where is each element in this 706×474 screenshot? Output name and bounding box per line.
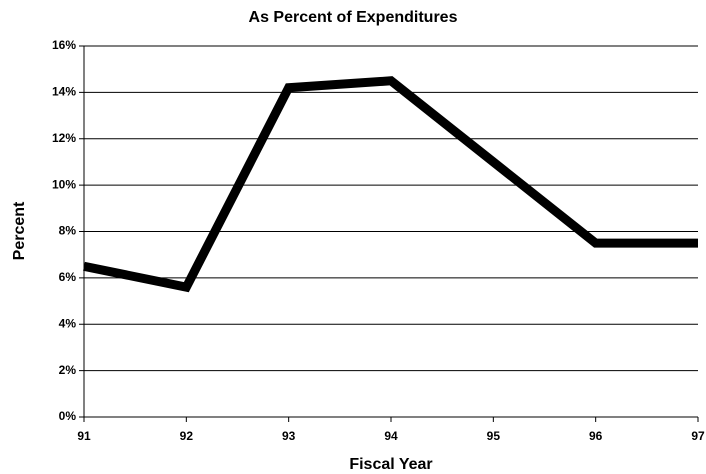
y-axis-label: Percent <box>11 201 28 260</box>
x-axis-label: Fiscal Year <box>349 456 432 473</box>
y-tick-label: 14% <box>52 85 76 99</box>
y-tick-label: 0% <box>59 409 77 423</box>
x-tick-label: 97 <box>691 429 705 443</box>
x-tick-label: 94 <box>384 429 398 443</box>
y-tick-label: 16% <box>52 38 76 52</box>
chart-title: As Percent of Expenditures <box>249 9 458 26</box>
x-tick-label: 92 <box>180 429 194 443</box>
y-tick-label: 2% <box>59 363 77 377</box>
y-tick-label: 12% <box>52 131 76 145</box>
data-line <box>83 76 698 293</box>
y-tick-label: 8% <box>59 224 77 238</box>
x-tick-label: 91 <box>77 429 91 443</box>
y-tick-label: 10% <box>52 177 76 191</box>
x-tick-label: 95 <box>487 429 501 443</box>
y-tick-label: 4% <box>59 316 77 330</box>
x-tick-label: 96 <box>589 429 603 443</box>
x-tick-label: 93 <box>282 429 296 443</box>
y-tick-label: 6% <box>59 270 77 284</box>
